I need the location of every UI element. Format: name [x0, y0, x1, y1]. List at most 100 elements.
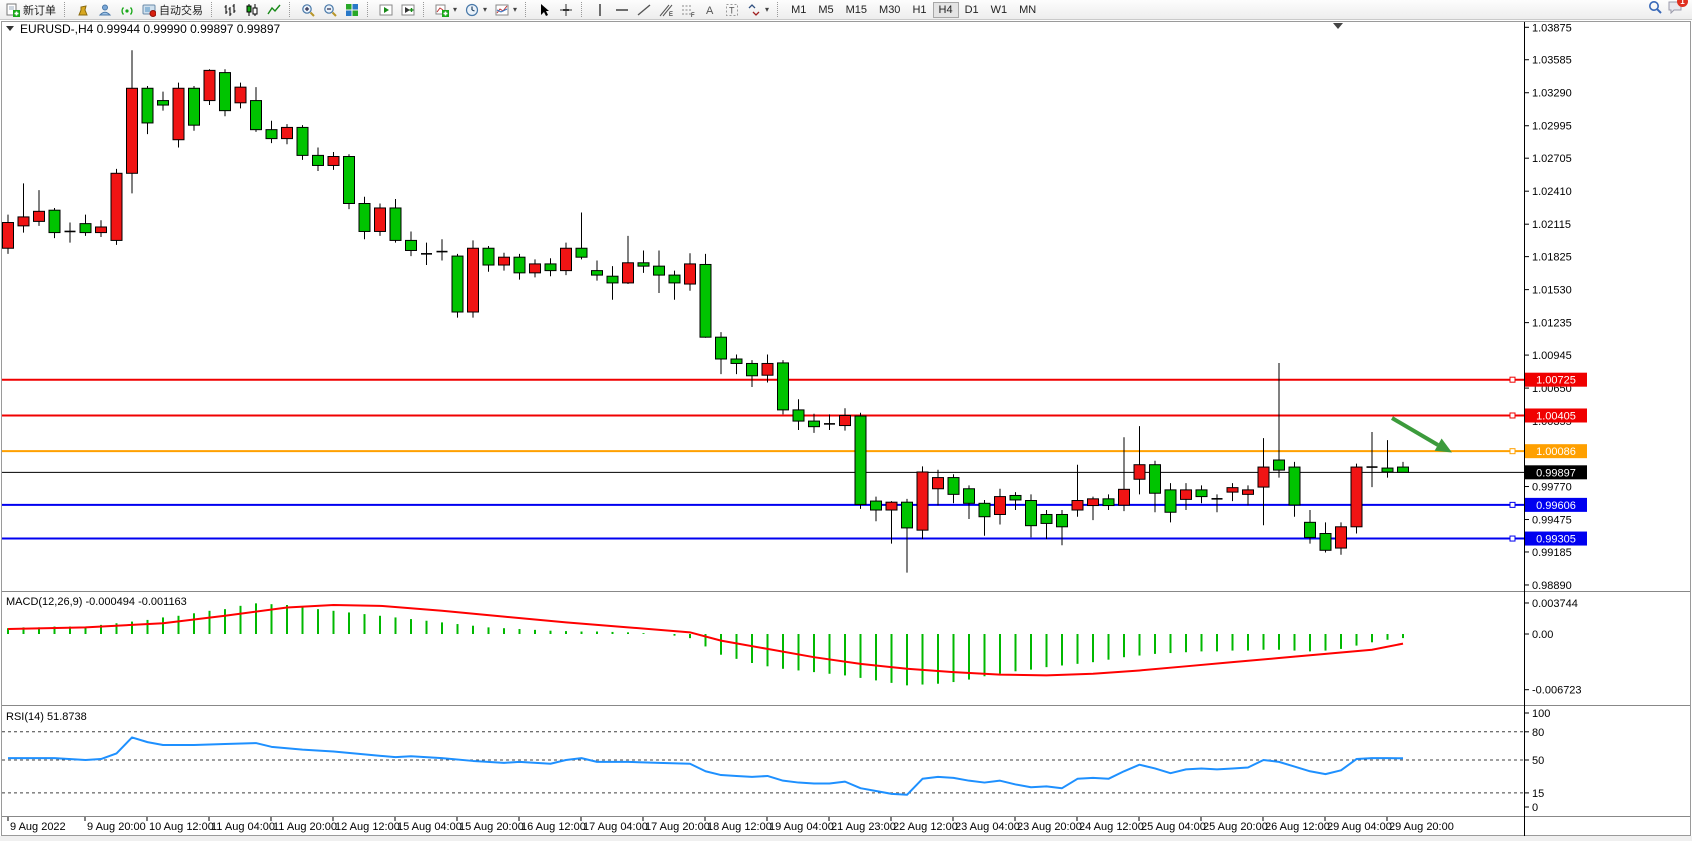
price-badge-label: 1.00086: [1536, 446, 1576, 458]
candle: [963, 488, 975, 504]
chart-line-button[interactable]: [263, 0, 285, 19]
timeframe-m5[interactable]: M5: [818, 3, 834, 16]
price-axis-label: 1.01825: [1532, 252, 1572, 264]
timeframe-h4[interactable]: H4: [932, 1, 959, 18]
line-handle[interactable]: [1509, 501, 1516, 508]
zoom-out-button[interactable]: [319, 0, 341, 19]
chevron-down-icon[interactable]: ▾: [765, 5, 770, 14]
indicators-button[interactable]: ▾: [431, 0, 461, 19]
line-handle[interactable]: [1509, 376, 1516, 383]
toolbar-group: ▾ ▾ ▾: [431, 0, 521, 19]
toolbar-separator: [581, 2, 586, 17]
candle: [916, 471, 929, 531]
candle: [327, 156, 340, 166]
timeframe-m30[interactable]: M30: [879, 3, 901, 16]
candle: [901, 501, 913, 529]
price-axis-label: 1.02995: [1532, 121, 1572, 133]
horizontal-line-button[interactable]: [611, 0, 633, 19]
horizontal-line-icon: [616, 8, 629, 11]
candle: [95, 226, 107, 234]
candle: [1009, 494, 1022, 501]
price-axis-label: 0.99185: [1532, 547, 1572, 559]
chat-button[interactable]: 1: [1668, 0, 1688, 19]
candle: [358, 202, 371, 232]
fibonacci-button[interactable]: F: [677, 0, 699, 19]
candle: [1350, 466, 1363, 528]
price-badge-label: 1.00405: [1536, 410, 1576, 422]
fibonacci-icon: F: [682, 5, 695, 17]
autoscroll-button[interactable]: [375, 0, 397, 19]
candle: [498, 256, 510, 266]
timeframe-w1[interactable]: W1: [990, 3, 1008, 16]
price-badge: [1525, 444, 1587, 459]
chart-shift-marker[interactable]: [1333, 23, 1343, 29]
macd-axis-label: -0.006723: [1532, 685, 1582, 697]
new-order-button[interactable]: 新订单: [2, 0, 60, 19]
candle: [808, 420, 820, 428]
toolbar-separator: [525, 2, 530, 17]
chevron-down-icon[interactable]: ▾: [483, 5, 488, 14]
line-handle[interactable]: [1509, 412, 1516, 419]
text-button[interactable]: A: [699, 0, 721, 19]
vertical-line-button[interactable]: [589, 0, 611, 19]
tile-windows-button[interactable]: [341, 0, 363, 19]
rsi-axis-label: 50: [1532, 755, 1544, 767]
arrows-icon: [748, 3, 760, 16]
signals-button[interactable]: [116, 0, 138, 19]
periods-clock-icon: [465, 3, 479, 16]
candle: [17, 216, 30, 227]
timeframe-mn[interactable]: MN: [1019, 3, 1037, 16]
chevron-down-icon[interactable]: ▾: [453, 5, 458, 14]
timeframe-h1[interactable]: H1: [912, 3, 927, 16]
autotrading-button[interactable]: 自动交易: [138, 0, 207, 19]
toolbar-separator: [211, 2, 216, 17]
rsi-axis-label: 0: [1532, 802, 1538, 814]
candle: [978, 502, 991, 518]
toolbar-group: [297, 0, 363, 19]
community-button[interactable]: [94, 0, 116, 19]
candle: [234, 86, 247, 104]
candle: [1257, 466, 1270, 488]
chevron-down-icon[interactable]: ▾: [513, 5, 518, 14]
periods-clock-button[interactable]: ▾: [461, 0, 491, 19]
timeframe-m15[interactable]: M15: [845, 3, 868, 16]
toolbar-group: 新订单: [2, 0, 60, 19]
community-icon: [98, 4, 112, 15]
templates-button[interactable]: ▾: [491, 0, 521, 19]
line-handle[interactable]: [1509, 535, 1516, 542]
timeframe-d1[interactable]: D1: [964, 3, 979, 16]
chart-candles-button[interactable]: [241, 0, 263, 19]
search-icon: [1649, 1, 1662, 14]
text-label-button[interactable]: T: [721, 0, 743, 19]
arrow-annotation-head[interactable]: [1434, 438, 1452, 453]
crosshair-button[interactable]: [555, 0, 577, 19]
svg-text:A: A: [706, 5, 714, 17]
toolbar-separator: [423, 2, 428, 17]
cursor-button[interactable]: [533, 0, 555, 19]
candle: [932, 477, 944, 490]
time-axis-label: 21 Aug 23:00: [831, 821, 896, 833]
candle: [513, 256, 526, 274]
toolbar-separator: [289, 2, 294, 17]
candle: [885, 501, 898, 511]
chart-shift-button[interactable]: [397, 0, 419, 19]
arrow-annotation-shaft[interactable]: [1390, 416, 1440, 447]
timeframe-m1[interactable]: M1: [791, 3, 807, 16]
symbol-dropdown-icon[interactable]: [6, 26, 14, 31]
chart-bars-button[interactable]: [219, 0, 241, 19]
arrows-button[interactable]: ▾: [743, 0, 773, 19]
candle: [33, 210, 45, 222]
channel-button[interactable]: E: [655, 0, 677, 19]
search-button[interactable]: [1648, 0, 1662, 19]
time-axis-label: 26 Aug 12:00: [1265, 821, 1330, 833]
alert-button[interactable]: [72, 0, 94, 19]
alert-icon: [78, 4, 88, 15]
time-axis-label: 23 Aug 20:00: [1017, 821, 1082, 833]
candle: [1087, 498, 1099, 507]
candle: [1195, 489, 1208, 498]
price-axis-label: 1.03875: [1532, 22, 1572, 34]
line-handle[interactable]: [1509, 448, 1516, 455]
time-axis-label: 25 Aug 20:00: [1203, 821, 1268, 833]
zoom-in-button[interactable]: [297, 0, 319, 19]
trendline-button[interactable]: [633, 0, 655, 19]
